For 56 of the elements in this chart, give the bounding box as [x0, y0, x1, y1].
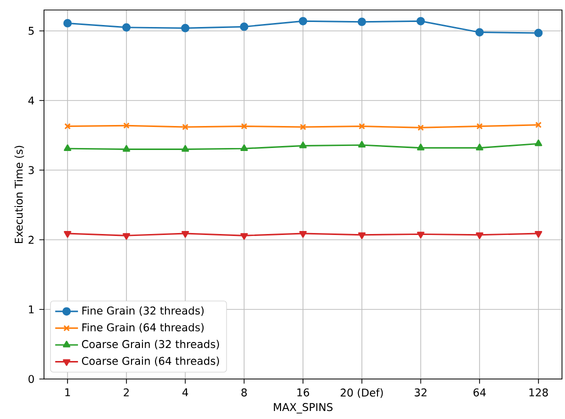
point [475, 28, 484, 36]
x-tick-label: 4 [182, 388, 188, 396]
point [534, 231, 542, 238]
x-tick-label: 128 [529, 388, 548, 396]
point [240, 233, 248, 240]
point [416, 232, 424, 238]
legend-label: Coarse Grain (32 threads) [82, 340, 219, 350]
x-tick-label: 1 [65, 388, 70, 396]
y-tick-label: 0 [28, 374, 34, 384]
point [64, 231, 72, 238]
x-tick-label: 8 [241, 388, 247, 396]
point [182, 145, 190, 152]
point [123, 122, 130, 129]
point [122, 23, 131, 32]
point [64, 123, 71, 130]
legend-label: Fine Grain (32 threads) [82, 306, 204, 316]
point [358, 140, 366, 148]
point [122, 145, 130, 152]
point [181, 24, 190, 32]
point [416, 144, 424, 150]
x-tick-label: 64 [474, 388, 486, 396]
point [64, 144, 72, 152]
y-tick-label: 4 [28, 96, 34, 104]
x-tick-label: 32 [414, 388, 426, 396]
point [534, 139, 542, 146]
point [358, 18, 366, 26]
point [63, 19, 72, 28]
point [299, 231, 307, 238]
point [299, 142, 307, 148]
y-tick-label: 3 [28, 166, 34, 174]
x-tick-label: 20 (Def) [340, 388, 383, 398]
point [182, 231, 190, 238]
point [298, 16, 308, 26]
y-tick-label: 2 [28, 236, 34, 244]
point [416, 16, 425, 26]
y-axis-title: Execution Time (s) [14, 146, 24, 244]
point [240, 144, 248, 152]
point [240, 22, 248, 31]
legend-label: Fine Grain (64 threads) [82, 323, 204, 333]
point [476, 232, 484, 240]
point [122, 233, 130, 240]
x-tick-label: 2 [124, 388, 129, 396]
point [300, 124, 306, 130]
point [182, 124, 188, 130]
point [240, 123, 248, 130]
point [476, 123, 483, 130]
point [418, 124, 424, 131]
x-tick-label: 16 [297, 388, 310, 396]
y-tick-label: 5 [28, 26, 34, 35]
x-axis-title: MAX_SPINS [274, 403, 333, 414]
point [476, 144, 484, 150]
y-tick-label: 1 [29, 305, 34, 314]
legend-label: Coarse Grain (64 threads) [82, 356, 219, 366]
point [358, 123, 366, 130]
point [358, 232, 366, 240]
point [534, 28, 543, 38]
